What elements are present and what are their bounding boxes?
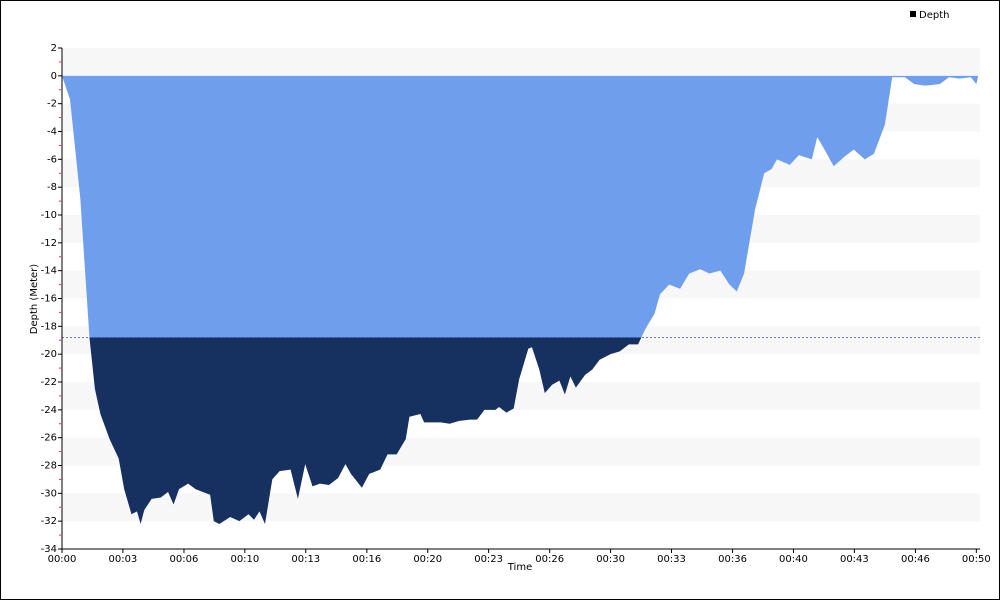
y-tick-label: 2 <box>51 43 57 54</box>
y-tick-label: -8 <box>47 182 57 193</box>
y-tick-label: -28 <box>41 461 57 472</box>
y-tick-label: -6 <box>47 154 57 165</box>
legend-swatch <box>910 11 916 17</box>
x-tick-label: 00:00 <box>48 554 77 565</box>
x-tick-label: 00:16 <box>352 554 381 565</box>
y-tick-label: -10 <box>41 210 57 221</box>
y-tick-label: -22 <box>41 377 57 388</box>
band <box>62 48 980 76</box>
y-tick-label: -16 <box>41 294 57 305</box>
depth-area <box>62 75 979 524</box>
y-tick-label: 0 <box>51 71 57 82</box>
y-tick-label: -18 <box>41 321 57 332</box>
x-axis-label: Time <box>507 562 532 573</box>
y-tick-label: -12 <box>41 238 57 249</box>
y-tick-label: -34 <box>41 544 57 555</box>
x-tick-label: 00:36 <box>718 554 747 565</box>
y-tick-label: -20 <box>41 349 57 360</box>
y-tick-label: -30 <box>41 488 57 499</box>
x-tick-label: 00:40 <box>779 554 808 565</box>
x-tick-label: 00:46 <box>901 554 930 565</box>
y-tick-label: -32 <box>41 516 57 527</box>
x-tick-label: 00:13 <box>291 554 320 565</box>
y-axis-label: Depth (Meter) <box>29 264 40 335</box>
y-tick-label: -26 <box>41 433 57 444</box>
y-tick-label: -14 <box>41 266 57 277</box>
x-tick-label: 00:06 <box>170 554 199 565</box>
y-tick-label: -2 <box>47 99 57 110</box>
x-tick-label: 00:23 <box>474 554 503 565</box>
x-tick-label: 00:50 <box>962 554 991 565</box>
x-tick-label: 00:03 <box>108 554 137 565</box>
y-tick-label: -24 <box>41 405 57 416</box>
x-tick-label: 00:33 <box>657 554 686 565</box>
band <box>62 493 980 522</box>
legend-label: Depth <box>919 10 949 21</box>
x-tick-label: 00:30 <box>596 554 625 565</box>
y-tick-label: -4 <box>47 127 57 138</box>
x-tick-label: 00:10 <box>230 554 259 565</box>
x-tick-label: 00:26 <box>535 554 564 565</box>
x-tick-label: 00:20 <box>413 554 442 565</box>
x-tick-label: 00:43 <box>840 554 869 565</box>
